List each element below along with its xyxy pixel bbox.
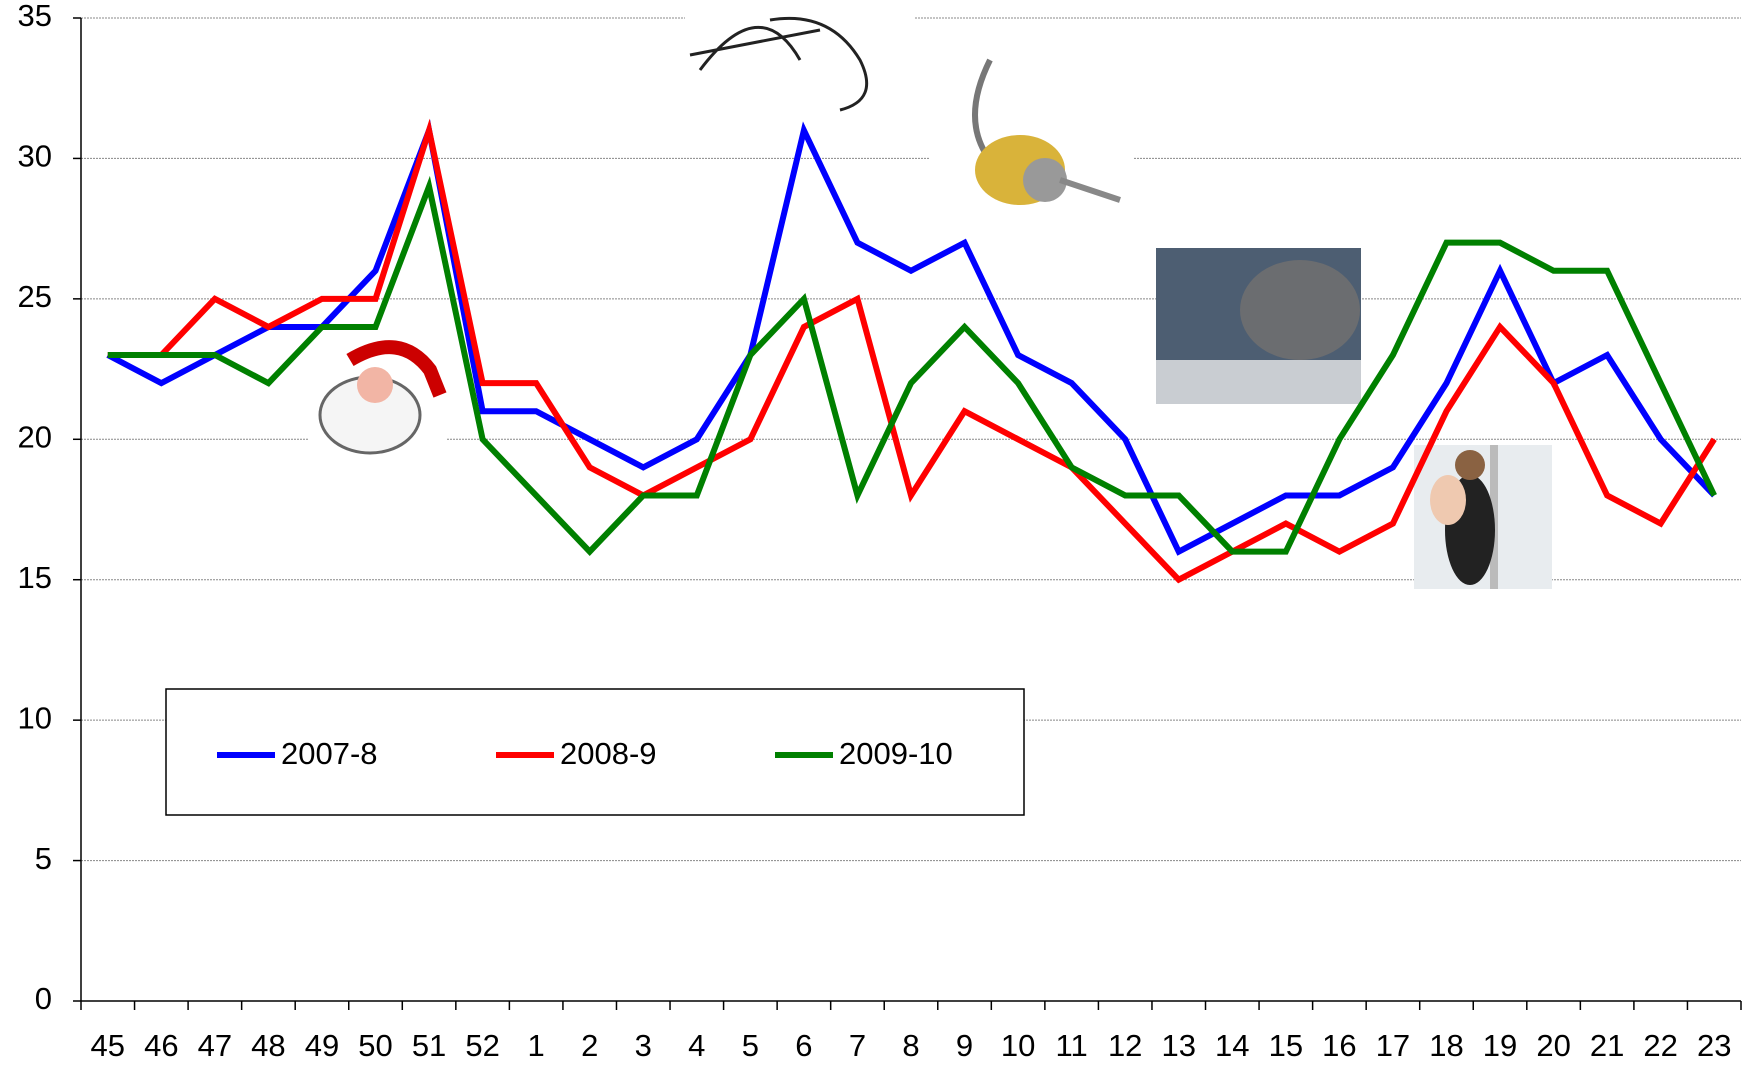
- series-line: [107, 118, 1717, 584]
- y-tick-label: 0: [35, 981, 52, 1016]
- x-tick-label: 18: [1429, 1028, 1463, 1063]
- x-tick-label: 14: [1215, 1028, 1249, 1063]
- x-tick-label: 15: [1269, 1028, 1303, 1063]
- x-tick-label: 5: [742, 1028, 759, 1063]
- x-tick-label: 12: [1108, 1028, 1142, 1063]
- x-tick-label: 48: [251, 1028, 285, 1063]
- x-tick-label: 23: [1697, 1028, 1731, 1063]
- x-tick-label: 9: [956, 1028, 973, 1063]
- x-tick-label: 21: [1590, 1028, 1624, 1063]
- x-tick-label: 7: [849, 1028, 866, 1063]
- x-tick-label: 46: [144, 1028, 178, 1063]
- y-tick-label: 35: [18, 0, 52, 33]
- x-tick-label: 2: [581, 1028, 598, 1063]
- x-tick-label: 3: [635, 1028, 652, 1063]
- x-tick-label: 10: [1001, 1028, 1035, 1063]
- y-tick-label: 20: [18, 419, 52, 454]
- vacuum-picture: [929, 45, 1134, 220]
- legend-label: 2008-9: [560, 736, 657, 771]
- y-tick-label: 30: [18, 139, 52, 174]
- x-tick-label: 11: [1056, 1028, 1088, 1063]
- volcano-picture: [1156, 248, 1361, 404]
- pictures: [308, 0, 1552, 589]
- x-tick-label: 22: [1643, 1028, 1677, 1063]
- x-tick-label: 17: [1376, 1028, 1410, 1063]
- x-tick-label: 19: [1483, 1028, 1517, 1063]
- x-tick-label: 13: [1161, 1028, 1195, 1063]
- series-line: [107, 175, 1717, 556]
- x-tick-label: 1: [528, 1028, 545, 1063]
- x-tick-label: 52: [465, 1028, 499, 1063]
- x-tick-label: 50: [358, 1028, 392, 1063]
- x-tick-label: 16: [1322, 1028, 1356, 1063]
- santa-picture: [308, 338, 447, 461]
- legend-label: 2007-8: [281, 736, 378, 771]
- x-tick-label: 20: [1536, 1028, 1570, 1063]
- series-line: [106, 119, 1717, 556]
- y-tick-label: 5: [35, 841, 52, 876]
- x-tick-label: 45: [91, 1028, 125, 1063]
- x-tick-label: 6: [795, 1028, 812, 1063]
- x-tick-label: 8: [902, 1028, 919, 1063]
- x-tick-label: 47: [198, 1028, 232, 1063]
- x-tick-label: 4: [688, 1028, 705, 1063]
- legend: [165, 688, 1025, 816]
- legend-label: 2009-10: [839, 736, 953, 771]
- y-tick-label: 10: [18, 700, 52, 735]
- plot-area: [106, 118, 1717, 584]
- y-tick-label: 25: [18, 279, 52, 314]
- mother-picture: [1414, 445, 1552, 589]
- x-tick-label: 49: [305, 1028, 339, 1063]
- cupid-picture: [685, 0, 915, 116]
- x-tick-label: 51: [412, 1028, 446, 1063]
- y-tick-label: 15: [18, 560, 52, 595]
